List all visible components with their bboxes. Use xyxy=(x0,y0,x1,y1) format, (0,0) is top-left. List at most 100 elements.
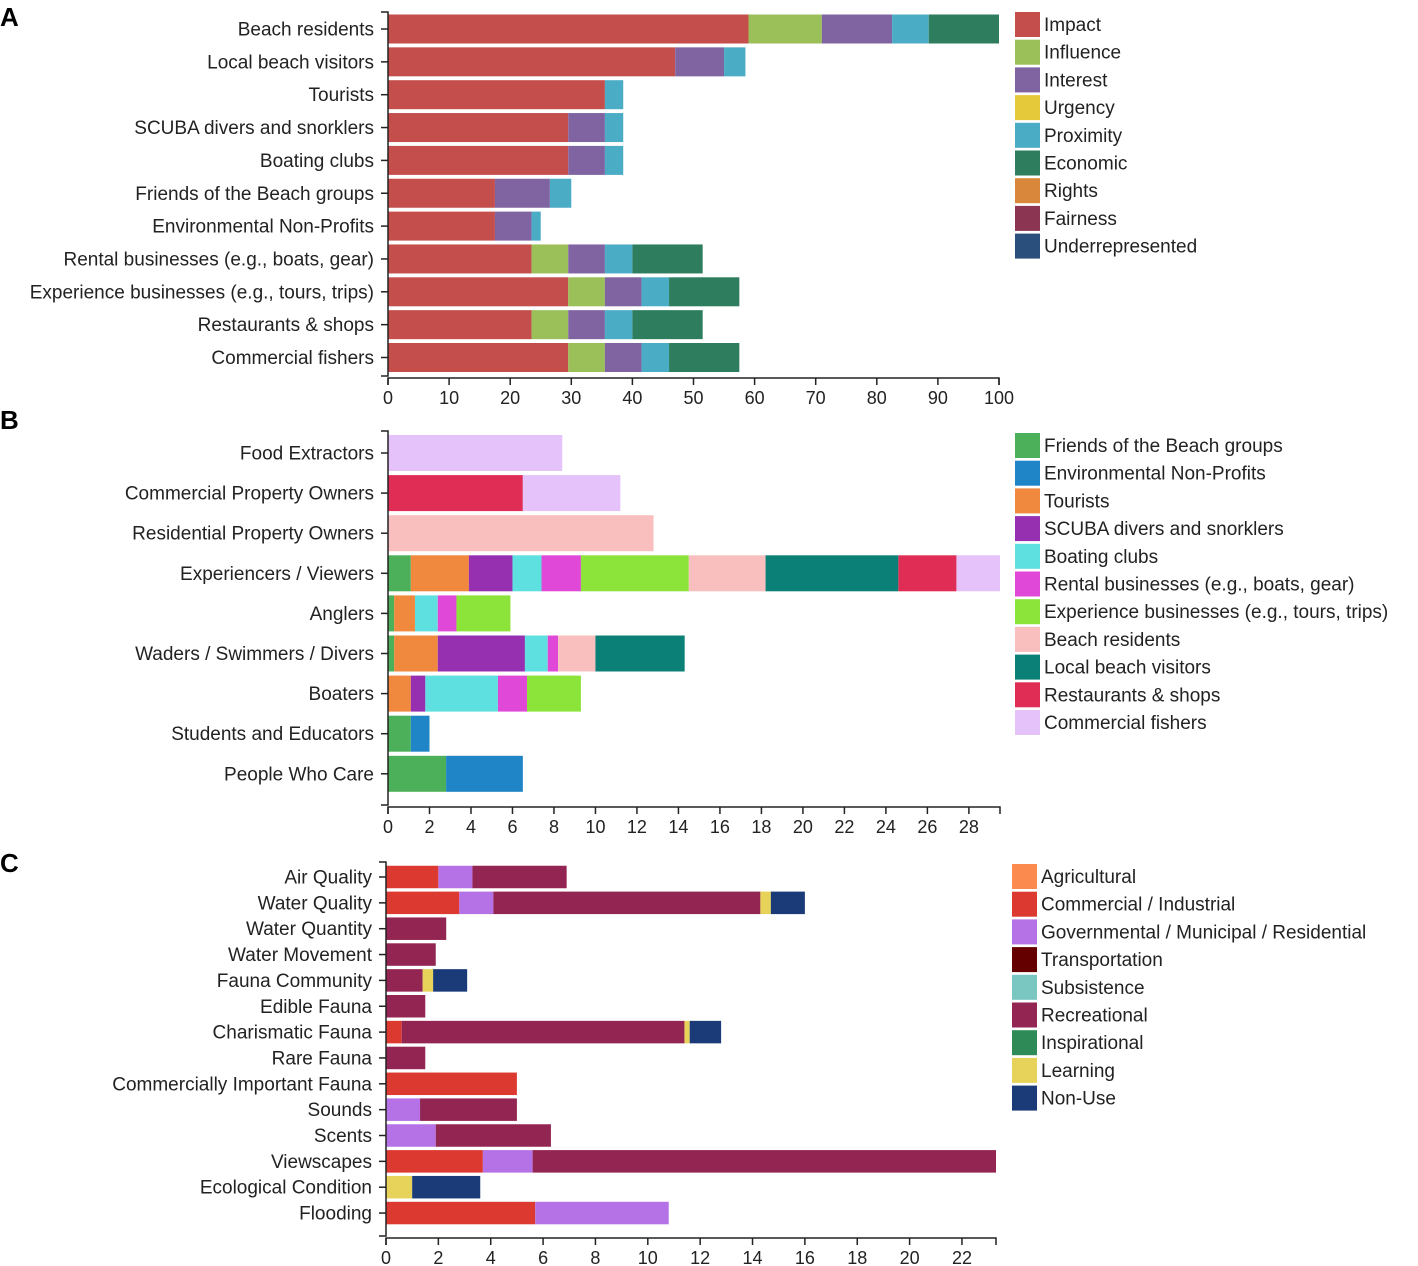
panel-c-x-tick-label: 20 xyxy=(900,1248,920,1266)
panel-a-x-tick-label: 20 xyxy=(500,388,520,408)
panel-a-x-tick-label: 0 xyxy=(383,388,393,408)
panel-a-bar-beach-residents-proximity xyxy=(892,14,929,44)
panel-c-legend-swatch-recreational xyxy=(1012,1002,1037,1028)
panel-a-bar-rental-businesses-e-g-boats-gear-economic xyxy=(632,244,703,274)
panel-b-y-axis xyxy=(381,430,389,806)
panel-c-x-tick-label: 8 xyxy=(590,1248,600,1266)
panel-c-legend-swatch-governmental-municipal-residential xyxy=(1012,919,1037,945)
panel-a-bar-restaurants-shops-impact xyxy=(388,310,532,340)
panel-c-bar-commercially-important-fauna-commercial-industrial xyxy=(386,1072,517,1096)
panel-b-x-tick-label: 28 xyxy=(959,817,979,837)
panel-c-category-label: Water Movement xyxy=(228,945,373,966)
panel-a-bar-commercial-fishers-economic xyxy=(669,343,740,372)
panel-a-bar-rental-businesses-e-g-boats-gear-influence xyxy=(531,244,569,274)
panel-c-bar-viewscapes-recreational xyxy=(532,1150,996,1173)
panel-b-x-tick-label: 0 xyxy=(383,817,393,837)
panel-a-bar-rental-businesses-e-g-boats-gear-impact xyxy=(388,244,532,274)
panel-b-legend-swatch-experience-businesses-e-g-tours-trips xyxy=(1015,599,1040,625)
panel-a-category-label: Local beach visitors xyxy=(207,52,374,73)
panel-b-x-tick-label: 4 xyxy=(466,817,476,837)
panel-a-bar-experience-businesses-e-g-tours-trips-impact xyxy=(388,277,569,307)
panel-a-legend-swatch-influence xyxy=(1015,39,1040,65)
panel-b-bar-experiencers-viewers-tourists xyxy=(410,555,469,592)
panel-b-bar-anglers-boating-clubs xyxy=(414,595,438,632)
panel-c-x-tick-label: 22 xyxy=(952,1248,972,1266)
panel-b-bar-experiencers-viewers-boating-clubs xyxy=(512,555,542,592)
panel-c-legend-label-inspirational: Inspirational xyxy=(1041,1033,1143,1054)
panel-a-legend-label-interest: Interest xyxy=(1044,70,1108,91)
panel-b-legend-label-beach-residents: Beach residents xyxy=(1044,630,1180,651)
panel-a-legend-label-underrepresented: Underrepresented xyxy=(1044,237,1197,258)
panel-b-category-label: Residential Property Owners xyxy=(132,524,374,545)
panel-c-bar-edible-fauna-recreational xyxy=(386,995,426,1018)
panel-b-x-tick-label: 2 xyxy=(424,817,434,837)
panel-letter-a: A xyxy=(0,2,19,32)
panel-b-legend-swatch-local-beach-visitors xyxy=(1015,654,1040,680)
panel-c-legend-label-commercial-industrial: Commercial / Industrial xyxy=(1041,895,1235,916)
panel-b-category-label: Anglers xyxy=(310,604,374,625)
panel-a-bar-boating-clubs-impact xyxy=(388,145,569,175)
panel-b-x-tick-label: 14 xyxy=(668,817,688,837)
panel-b-category-label: People Who Care xyxy=(224,764,374,785)
panel-c-bar-viewscapes-governmental-municipal-residential xyxy=(482,1150,533,1173)
panel-a-bar-scuba-divers-and-snorklers-proximity xyxy=(604,113,624,143)
panel-c-legend-swatch-inspirational xyxy=(1012,1030,1037,1056)
panel-b-bar-students-and-educators-environmental-non-profits xyxy=(410,715,430,752)
panel-c-x-tick-label: 12 xyxy=(690,1248,710,1266)
panel-b-bar-waders-swimmers-divers-beach-residents xyxy=(558,635,596,672)
panel-a-bar-local-beach-visitors-proximity xyxy=(724,47,746,77)
panel-b-x-tick-label: 16 xyxy=(710,817,730,837)
chart-panel-a: Beach residents Local beach visitors Touri… xyxy=(30,11,1197,408)
panel-a-category-label: Rental businesses (e.g., boats, gear) xyxy=(63,249,374,270)
panel-c-category-label: Air Quality xyxy=(284,868,372,889)
panel-c-legend-swatch-non-use xyxy=(1012,1085,1037,1111)
panel-a-bar-experience-businesses-e-g-tours-trips-influence xyxy=(568,277,605,307)
panel-a-bar-boating-clubs-proximity xyxy=(604,145,624,175)
panel-b-bar-boaters-boating-clubs xyxy=(425,675,498,712)
panel-a-bar-friends-of-the-beach-groups-interest xyxy=(494,178,550,208)
panel-c-category-label: Commercially Important Fauna xyxy=(112,1074,372,1095)
panel-c-legend-label-transportation: Transportation xyxy=(1041,950,1163,971)
panel-a-category-label: Tourists xyxy=(309,85,374,106)
panel-b-bar-waders-swimmers-divers-scuba-divers-and-snorklers xyxy=(437,635,525,672)
panel-b-category-label: Experiencers / Viewers xyxy=(180,564,374,585)
panel-a-bar-local-beach-visitors-interest xyxy=(675,47,725,77)
panel-c-bar-ecological-condition-non-use xyxy=(412,1175,481,1199)
panel-c-bar-flooding-commercial-industrial xyxy=(386,1201,536,1225)
panel-a-bar-commercial-fishers-impact xyxy=(388,343,569,372)
panel-b-bar-waders-swimmers-divers-boating-clubs xyxy=(524,635,548,672)
panel-b-bar-boaters-experience-businesses-e-g-tours-trips xyxy=(526,675,581,712)
panel-b-category-label: Students and Educators xyxy=(171,724,374,745)
panel-b-bar-commercial-property-owners-commercial-fishers xyxy=(522,475,621,512)
panel-b-bar-people-who-care-environmental-non-profits xyxy=(446,755,523,792)
panel-a-bar-beach-residents-interest xyxy=(821,14,893,44)
panel-a-bar-experience-businesses-e-g-tours-trips-economic xyxy=(669,277,740,307)
panel-b-x-tick-label: 18 xyxy=(751,817,771,837)
panel-letter-b: B xyxy=(0,405,19,435)
panel-c-x-tick-label: 6 xyxy=(538,1248,548,1266)
panel-a-bar-tourists-proximity xyxy=(604,80,624,110)
panel-c-legend-label-non-use: Non-Use xyxy=(1041,1089,1116,1110)
panel-b-bar-students-and-educators-friends-of-the-beach-groups xyxy=(388,715,411,752)
panel-a-legend-swatch-economic xyxy=(1015,150,1040,176)
panel-c-bar-air-quality-recreational xyxy=(472,865,567,889)
panel-a-bar-rental-businesses-e-g-boats-gear-interest xyxy=(568,244,605,274)
panel-b-bar-experiencers-viewers-beach-residents xyxy=(688,555,766,592)
panel-b-bar-experiencers-viewers-scuba-divers-and-snorklers xyxy=(468,555,513,592)
panel-a-bar-beach-residents-impact xyxy=(388,14,749,44)
panel-b-legend-label-local-beach-visitors: Local beach visitors xyxy=(1044,658,1211,679)
panel-a-category-label: SCUBA divers and snorklers xyxy=(134,118,374,139)
panel-c-bar-rare-fauna-recreational xyxy=(386,1046,426,1070)
panel-b-legend-swatch-beach-residents xyxy=(1015,626,1040,652)
panel-c-bar-fauna-community-non-use xyxy=(433,969,468,992)
chart-panel-b: Food Extractors Commercial Property Owner… xyxy=(125,430,1388,837)
panel-a-bar-friends-of-the-beach-groups-impact xyxy=(388,178,495,208)
panel-a-bar-rental-businesses-e-g-boats-gear-proximity xyxy=(604,244,633,274)
panel-a-legend-label-impact: Impact xyxy=(1044,15,1102,36)
panel-a-legend-label-fairness: Fairness xyxy=(1044,209,1117,230)
panel-b-bar-residential-property-owners-beach-residents xyxy=(388,515,654,552)
panel-b-bar-waders-swimmers-divers-local-beach-visitors xyxy=(595,635,685,672)
panel-b-bar-anglers-friends-of-the-beach-groups xyxy=(388,595,395,632)
panel-b-legend-swatch-commercial-fishers xyxy=(1015,710,1040,735)
panel-c-bar-fauna-community-learning xyxy=(422,969,434,992)
